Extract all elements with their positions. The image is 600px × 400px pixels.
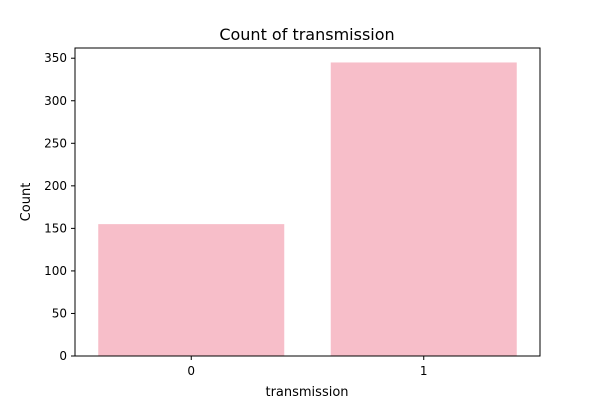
y-tick-label-200: 200 <box>44 179 67 193</box>
y-tick-label-350: 350 <box>44 51 67 65</box>
plot-frame <box>74 47 541 357</box>
y-axis-label: Count <box>19 183 34 222</box>
bar-0 <box>98 224 285 356</box>
y-tick-label-250: 250 <box>44 136 67 150</box>
y-tick-label-300: 300 <box>44 94 67 108</box>
y-tick-label-150: 150 <box>44 221 67 235</box>
bars-group <box>98 62 517 357</box>
y-tick-label-50: 50 <box>52 306 67 320</box>
bar-1 <box>330 62 517 357</box>
y-axis: 0 50 100 150 200 250 300 350 <box>44 51 75 363</box>
x-tick-label-0: 0 <box>187 364 195 378</box>
x-tick-label-1: 1 <box>420 364 428 378</box>
x-axis-label: transmission <box>265 385 348 400</box>
chart-title: Count of transmission <box>219 25 394 44</box>
y-tick-label-0: 0 <box>59 349 67 363</box>
y-tick-label-100: 100 <box>44 264 67 278</box>
